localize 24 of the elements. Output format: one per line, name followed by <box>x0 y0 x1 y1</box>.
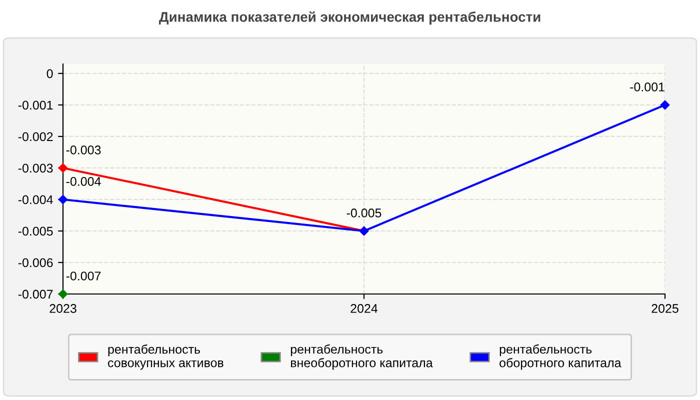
y-tick-label: -0.007 <box>18 290 53 299</box>
point <box>58 194 68 204</box>
data-label: -0.004 <box>66 177 101 186</box>
chart-title: Динамика показателей экономическая рентабельности <box>159 11 540 25</box>
point <box>660 100 670 110</box>
y-tick-label: -0.005 <box>18 226 53 236</box>
y-tick-label: -0.001 <box>18 100 53 110</box>
y-tick-label: 0 <box>46 69 53 78</box>
x-tick-label: 2024 <box>350 304 378 313</box>
x-tick-label: 2023 <box>50 304 76 313</box>
y-tick-label: -0.006 <box>18 258 53 268</box>
data-label: -0.001 <box>630 82 664 92</box>
legend-label: рентабельность внеоборотного капитала <box>290 344 433 370</box>
data-label: -0.005 <box>346 208 382 218</box>
point <box>58 163 68 173</box>
data-label: -0.003 <box>66 146 101 154</box>
data-label: -0.007 <box>66 272 101 280</box>
y-tick-label: -0.003 <box>18 164 53 173</box>
y-tick-label: -0.004 <box>18 195 53 204</box>
y-tick-label: -0.002 <box>18 132 53 142</box>
x-tick-label: 2025 <box>652 304 678 313</box>
point <box>58 289 68 299</box>
legend-label: рентабельность совокупных активов <box>108 344 224 370</box>
legend-label: рентабельность оборотного капитала <box>500 344 622 370</box>
